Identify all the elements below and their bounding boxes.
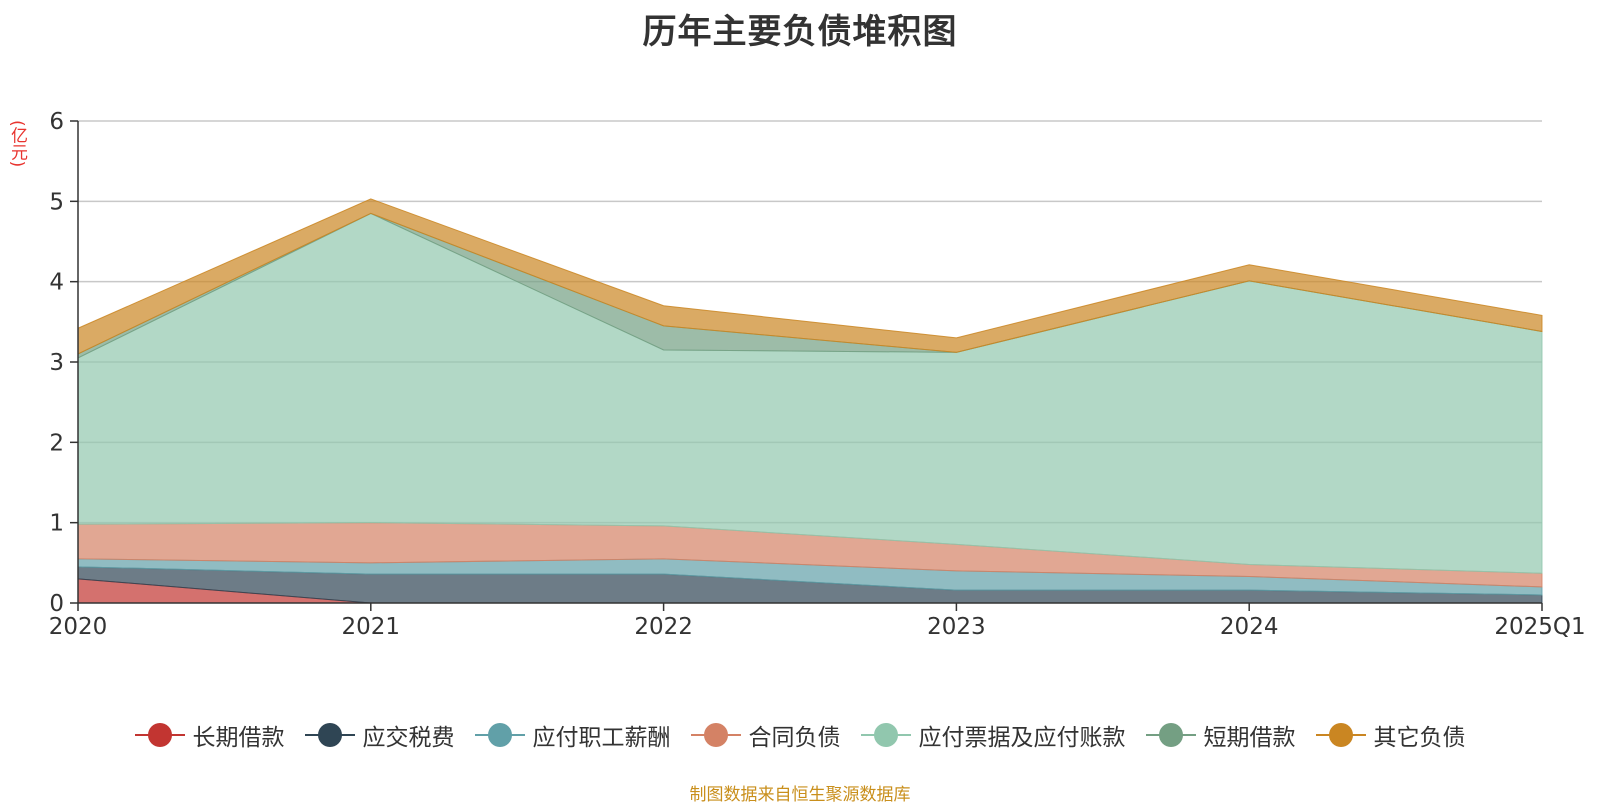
legend-item-0[interactable]: 长期借款 xyxy=(134,718,285,752)
legend-item-1[interactable]: 应交税费 xyxy=(304,718,455,752)
y-axis-unit-label: (亿元) xyxy=(7,120,27,168)
x-tick-label-2020: 2020 xyxy=(49,614,108,640)
legend-marker-0 xyxy=(134,722,185,748)
legend-label-2: 应付职工薪酬 xyxy=(532,725,671,751)
legend-item-3[interactable]: 合同负债 xyxy=(690,718,841,752)
y-tick-label-6: 6 xyxy=(49,109,64,135)
x-tick-label-2025Q1: 2025Q1 xyxy=(1494,614,1585,640)
legend-item-4[interactable]: 应付票据及应付账款 xyxy=(860,718,1126,752)
legend-item-5[interactable]: 短期借款 xyxy=(1145,718,1296,752)
y-tick-label-4: 4 xyxy=(49,270,64,296)
y-tick-label-3: 3 xyxy=(49,350,64,376)
source-note: 制图数据来自恒生聚源数据库 xyxy=(689,785,911,805)
chart-title: 历年主要负债堆积图 xyxy=(642,12,958,52)
legend-label-1: 应交税费 xyxy=(362,725,455,751)
area-series-6 xyxy=(77,198,1543,355)
x-tick-label-2022: 2022 xyxy=(634,614,693,640)
legend-item-2[interactable]: 应付职工薪酬 xyxy=(474,718,671,752)
legend-label-3: 合同负债 xyxy=(748,725,841,751)
y-tick-label-1: 1 xyxy=(49,511,64,537)
legend-marker-2 xyxy=(474,722,525,748)
x-tick-label-2021: 2021 xyxy=(342,614,401,640)
x-tick-label-2023: 2023 xyxy=(927,614,986,640)
y-tick-label-0: 0 xyxy=(49,591,64,617)
legend-marker-3 xyxy=(690,722,741,748)
legend: 长期借款 应交税费 应付职工薪酬 合同负债 应付票据及应付账款 短期借款 其它负债 xyxy=(0,718,1600,752)
legend-item-6[interactable]: 其它负债 xyxy=(1315,718,1466,752)
legend-label-5: 短期借款 xyxy=(1203,725,1296,751)
y-tick-label-5: 5 xyxy=(49,189,64,215)
legend-marker-5 xyxy=(1145,722,1196,748)
x-tick-label-2024: 2024 xyxy=(1220,614,1279,640)
y-tick-label-2: 2 xyxy=(49,430,64,456)
legend-label-6: 其它负债 xyxy=(1373,725,1466,751)
area-series-4 xyxy=(77,212,1543,574)
legend-label-4: 应付票据及应付账款 xyxy=(918,725,1126,751)
legend-marker-6 xyxy=(1315,722,1366,748)
legend-marker-4 xyxy=(860,722,911,748)
legend-marker-1 xyxy=(304,722,355,748)
legend-label-0: 长期借款 xyxy=(192,725,285,751)
